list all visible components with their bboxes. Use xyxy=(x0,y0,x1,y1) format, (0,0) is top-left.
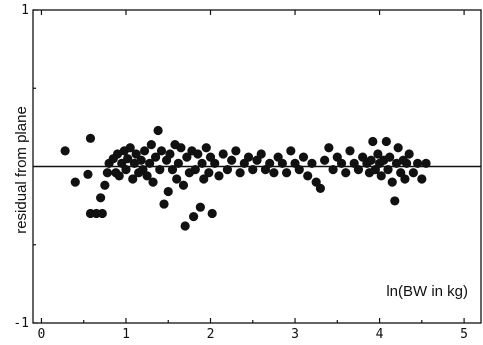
data-point xyxy=(153,125,163,136)
data-point xyxy=(201,143,211,153)
x-tick-label: 1 xyxy=(122,327,130,342)
x-tick-label: 3 xyxy=(291,327,299,342)
data-point xyxy=(97,208,107,219)
data-point xyxy=(303,171,313,181)
data-point xyxy=(176,143,186,153)
data-point xyxy=(336,158,347,168)
data-point xyxy=(182,152,192,162)
data-point xyxy=(155,165,165,175)
data-point xyxy=(368,136,378,147)
data-point xyxy=(227,155,237,165)
data-point xyxy=(173,158,183,168)
data-point xyxy=(142,171,152,181)
data-point xyxy=(243,152,254,162)
data-point xyxy=(248,165,258,175)
data-point xyxy=(139,146,150,156)
data-point xyxy=(345,146,355,156)
x-tick-label: 0 xyxy=(38,327,46,342)
y-tick-label: -1 xyxy=(13,316,29,331)
data-point xyxy=(231,146,241,156)
data-point xyxy=(197,158,207,168)
data-point xyxy=(148,177,158,187)
data-point xyxy=(222,165,233,175)
data-point xyxy=(83,169,93,179)
x-tick-label: 5 xyxy=(460,327,468,342)
data-point xyxy=(136,155,146,165)
y-tick-label: 1 xyxy=(21,3,29,18)
data-point xyxy=(150,152,161,162)
data-point xyxy=(298,152,309,162)
data-point xyxy=(172,174,182,184)
data-point xyxy=(178,180,189,190)
data-point xyxy=(218,149,228,159)
data-point xyxy=(373,149,383,159)
data-point xyxy=(281,168,292,178)
data-point xyxy=(408,168,418,178)
data-point xyxy=(277,158,287,168)
data-point xyxy=(307,158,317,168)
data-point xyxy=(131,149,141,159)
data-point xyxy=(193,149,203,159)
data-point xyxy=(320,155,330,165)
data-point xyxy=(353,165,364,175)
data-point xyxy=(328,165,338,175)
data-point xyxy=(156,146,167,156)
data-point xyxy=(265,158,275,168)
data-point xyxy=(207,208,217,219)
data-point xyxy=(402,158,412,168)
data-point xyxy=(121,165,131,175)
data-point xyxy=(195,202,205,212)
data-point xyxy=(163,186,173,197)
data-point xyxy=(159,199,169,209)
data-point xyxy=(199,174,209,184)
data-point xyxy=(315,183,325,194)
data-point xyxy=(96,193,106,203)
data-point xyxy=(235,168,245,178)
data-point xyxy=(324,143,334,153)
data-point xyxy=(393,143,403,153)
data-point xyxy=(286,146,296,156)
data-point xyxy=(167,165,178,175)
data-point xyxy=(102,168,112,178)
data-point xyxy=(125,143,135,153)
data-point xyxy=(341,168,351,178)
data-point xyxy=(100,180,110,190)
data-point xyxy=(180,221,190,231)
data-point xyxy=(204,168,214,178)
data-point xyxy=(189,211,199,222)
data-point xyxy=(366,155,376,165)
data-point xyxy=(145,158,155,168)
x-tick-label: 4 xyxy=(376,327,384,342)
data-point xyxy=(146,139,156,150)
data-point xyxy=(421,158,431,168)
data-point xyxy=(400,174,410,184)
data-point xyxy=(85,133,96,143)
data-point xyxy=(114,171,124,181)
data-point xyxy=(70,177,80,187)
data-point xyxy=(381,136,391,147)
chart-annotation: ln(BW in kg) xyxy=(386,283,468,300)
data-point xyxy=(417,174,427,184)
data-point xyxy=(123,154,133,164)
y-axis-label: residual from plane xyxy=(13,106,30,234)
data-point xyxy=(383,165,393,175)
data-point xyxy=(256,149,266,159)
data-point xyxy=(165,149,175,159)
data-point xyxy=(210,158,220,168)
data-point xyxy=(387,177,397,187)
data-point xyxy=(376,171,386,181)
data-point xyxy=(294,165,304,175)
data-point xyxy=(214,171,224,181)
data-point xyxy=(390,196,400,206)
data-point xyxy=(413,158,423,168)
data-point xyxy=(190,165,200,175)
data-point xyxy=(60,146,70,156)
data-point xyxy=(404,149,414,159)
data-point xyxy=(128,174,138,184)
data-point xyxy=(385,152,395,162)
x-tick-label: 2 xyxy=(207,327,215,342)
plot-area: 0 1 2 3 4 5 1 -1 xyxy=(13,3,482,342)
data-point xyxy=(269,168,279,178)
